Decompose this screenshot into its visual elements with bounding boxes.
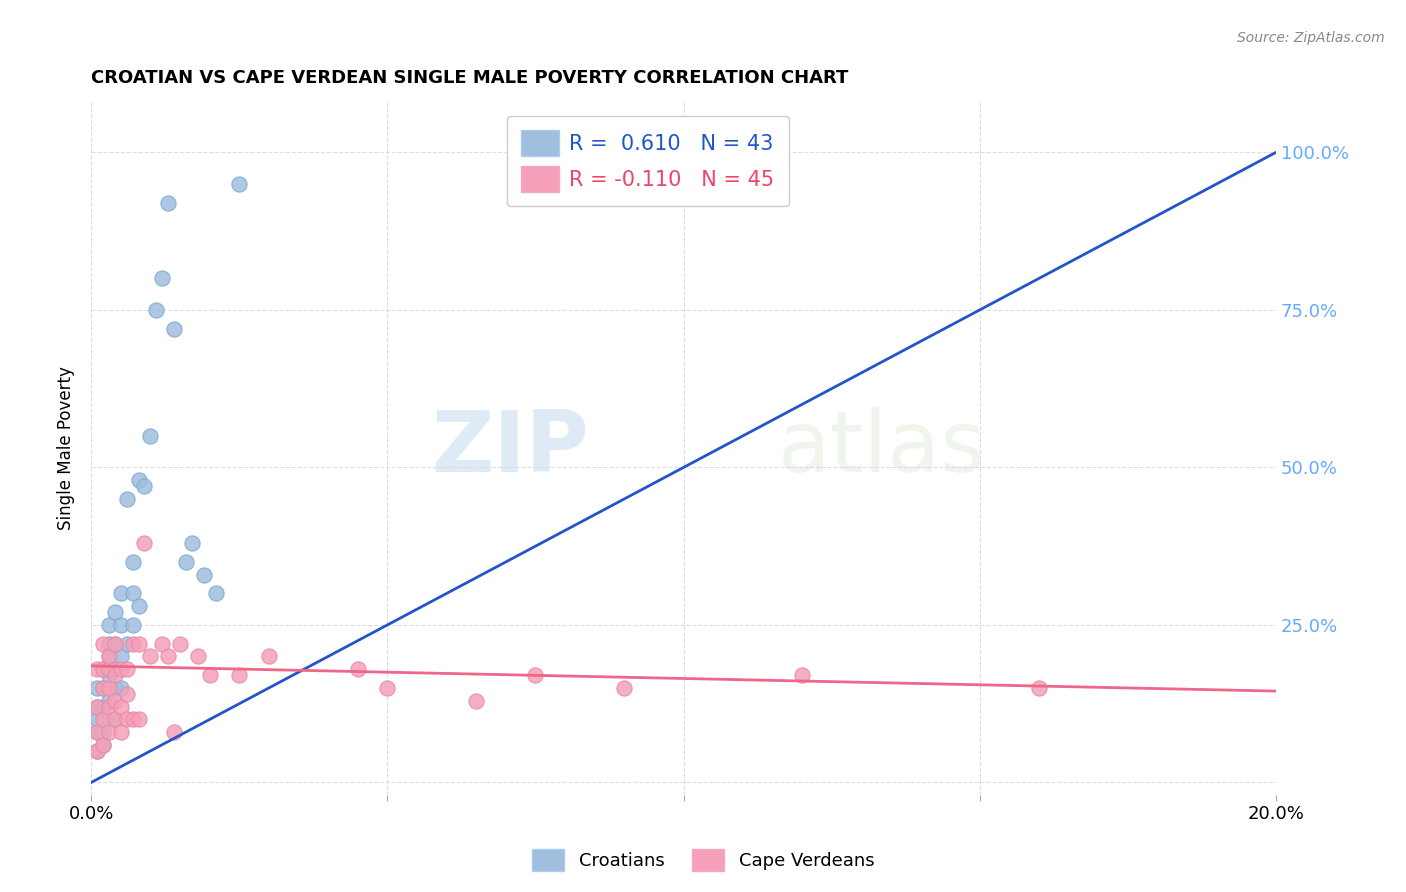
Point: [91, 738, 114, 752]
Point: [163, 725, 186, 739]
Point: [257, 649, 280, 664]
Point: [104, 637, 127, 651]
Point: [110, 681, 132, 695]
Point: [110, 662, 132, 676]
Point: [790, 668, 813, 682]
Point: [465, 693, 488, 707]
Point: [110, 586, 132, 600]
Point: [91, 681, 114, 695]
Point: [115, 637, 138, 651]
Point: [121, 637, 143, 651]
Point: [97, 725, 120, 739]
Point: [104, 605, 127, 619]
Text: atlas: atlas: [779, 407, 987, 490]
Point: [613, 681, 636, 695]
Point: [97, 699, 120, 714]
Point: [91, 738, 114, 752]
Point: [91, 681, 114, 695]
Point: [86, 713, 108, 727]
Point: [110, 725, 132, 739]
Point: [86, 744, 108, 758]
Point: [139, 649, 162, 664]
Point: [187, 649, 209, 664]
Point: [86, 699, 108, 714]
Point: [121, 713, 143, 727]
Point: [86, 681, 108, 695]
Point: [104, 681, 127, 695]
Point: [86, 725, 108, 739]
Point: [377, 681, 399, 695]
Point: [145, 302, 167, 317]
Point: [91, 637, 114, 651]
Point: [104, 713, 127, 727]
Point: [97, 649, 120, 664]
Text: Source: ZipAtlas.com: Source: ZipAtlas.com: [1237, 31, 1385, 45]
Point: [524, 668, 547, 682]
Point: [91, 662, 114, 676]
Point: [104, 668, 127, 682]
Point: [104, 637, 127, 651]
Point: [128, 473, 150, 487]
Point: [228, 177, 250, 191]
Point: [104, 662, 127, 676]
Point: [115, 687, 138, 701]
Point: [115, 491, 138, 506]
Point: [91, 713, 114, 727]
Point: [115, 713, 138, 727]
Point: [150, 271, 173, 285]
Point: [86, 699, 108, 714]
Point: [139, 429, 162, 443]
Point: [198, 668, 221, 682]
Point: [97, 713, 120, 727]
Point: [86, 662, 108, 676]
Point: [121, 586, 143, 600]
Point: [174, 555, 197, 569]
Text: CROATIAN VS CAPE VERDEAN SINGLE MALE POVERTY CORRELATION CHART: CROATIAN VS CAPE VERDEAN SINGLE MALE POV…: [91, 69, 849, 87]
Point: [91, 662, 114, 676]
Point: [163, 322, 186, 336]
Point: [110, 649, 132, 664]
Point: [128, 713, 150, 727]
Point: [110, 699, 132, 714]
Text: ZIP: ZIP: [432, 407, 589, 490]
Point: [104, 693, 127, 707]
Point: [97, 693, 120, 707]
Point: [97, 637, 120, 651]
Point: [128, 637, 150, 651]
Point: [121, 555, 143, 569]
Point: [157, 649, 180, 664]
Point: [228, 668, 250, 682]
Point: [97, 662, 120, 676]
Legend: Croatians, Cape Verdeans: Croatians, Cape Verdeans: [524, 842, 882, 879]
Point: [150, 637, 173, 651]
Point: [169, 637, 191, 651]
Point: [91, 725, 114, 739]
Point: [97, 618, 120, 632]
Point: [110, 618, 132, 632]
Point: [97, 681, 120, 695]
Point: [128, 599, 150, 613]
Point: [180, 536, 202, 550]
Point: [157, 195, 180, 210]
Y-axis label: Single Male Poverty: Single Male Poverty: [58, 367, 75, 531]
Point: [204, 586, 226, 600]
Point: [134, 536, 156, 550]
Point: [115, 662, 138, 676]
Point: [193, 567, 215, 582]
Point: [86, 744, 108, 758]
Point: [91, 699, 114, 714]
Point: [97, 668, 120, 682]
Point: [121, 618, 143, 632]
Point: [134, 479, 156, 493]
Point: [104, 713, 127, 727]
Point: [86, 725, 108, 739]
Legend: R =  0.610   N = 43, R = -0.110   N = 45: R = 0.610 N = 43, R = -0.110 N = 45: [508, 116, 789, 206]
Point: [1028, 681, 1050, 695]
Point: [97, 649, 120, 664]
Point: [346, 662, 368, 676]
